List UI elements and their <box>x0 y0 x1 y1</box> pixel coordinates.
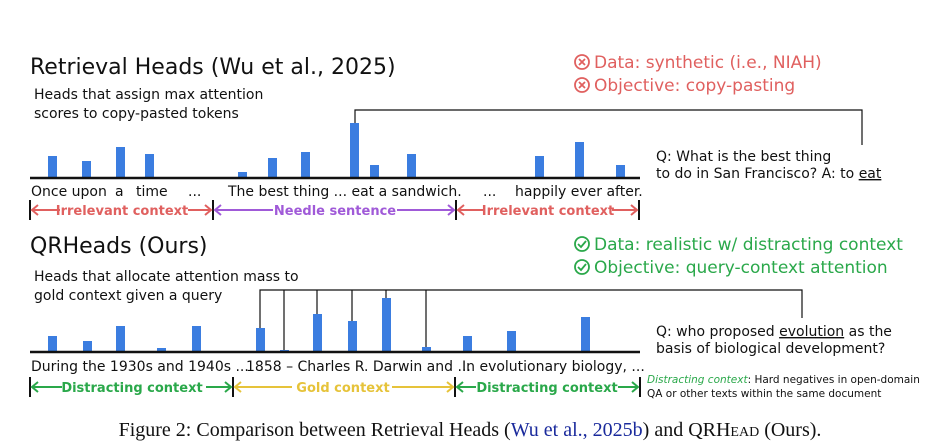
description: scores to copy-pasted tokens <box>34 106 239 122</box>
caption-text: Head <box>716 419 759 441</box>
note-text: : Hard negatives in open-domain <box>748 374 920 386</box>
token: a <box>115 184 124 200</box>
question: basis of biological development? <box>656 341 885 357</box>
question: as the <box>849 324 892 340</box>
citation[interactable]: Wu et al., 2025b <box>511 419 643 441</box>
attention-bars <box>48 123 625 178</box>
span-arrows <box>29 200 640 220</box>
token: time <box>136 184 168 200</box>
con: Objective: copy-pasting <box>594 76 795 96</box>
span-label: Gold context <box>296 381 389 396</box>
caption-text: Figure 2: Comparison between Retrieval H… <box>119 419 511 441</box>
panel-title: Retrieval Heads (Wu et al., 2025) <box>30 55 396 80</box>
note: QA or other texts within the same docume… <box>647 388 881 400</box>
span-label: Irrelevant context <box>482 204 615 219</box>
span-label: Distracting context <box>476 381 617 396</box>
connector <box>354 109 863 145</box>
span-arrows <box>29 377 641 397</box>
description: gold context given a query <box>34 288 222 304</box>
caption: Figure 2: Comparison between Retrieval H… <box>119 419 822 441</box>
token: ... <box>483 184 496 200</box>
caption-text: ) and QR <box>643 419 717 441</box>
token: In evolutionary biology, ... <box>462 359 645 375</box>
panel-title: QRHeads (Ours) <box>30 234 208 259</box>
question: Q: who proposed <box>656 324 775 340</box>
token: happily ever after. <box>515 184 643 200</box>
attention-bars <box>48 298 590 352</box>
description: Heads that allocate attention mass to <box>34 269 299 285</box>
question: Q: What is the best thing <box>656 149 831 165</box>
retrieval-heads-panel: Retrieval Heads (Wu et al., 2025) Heads … <box>29 53 882 220</box>
caption-text: (Ours). <box>759 419 821 441</box>
question: to do in San Francisco? A: to eat <box>656 166 882 182</box>
qrheads-panel: QRHeads (Ours) Heads that allocate atten… <box>29 234 920 400</box>
token: Once upon <box>31 184 107 200</box>
check-icon <box>574 236 590 275</box>
span-label: Distracting context <box>61 381 202 396</box>
pro: Data: realistic w/ distracting context <box>594 235 903 255</box>
note-term: Distracting context <box>647 374 748 386</box>
description: Heads that assign max attention <box>34 87 263 103</box>
question: Q: who proposed evolution as the <box>656 324 892 340</box>
note: Distracting context: Hard negatives in o… <box>647 374 920 386</box>
keyword: evolution <box>779 324 844 340</box>
pro: Objective: query-context attention <box>594 258 888 278</box>
token: 1858 – Charles R. Darwin and ... <box>246 359 471 375</box>
connector <box>259 289 803 350</box>
answer: eat <box>859 166 882 182</box>
span-label: Needle sentence <box>274 204 396 219</box>
token: The best thing ... eat a sandwich. <box>227 184 462 200</box>
question: to do in San Francisco? A: to <box>656 166 854 182</box>
token: ... <box>188 184 201 200</box>
cross-icon <box>574 54 590 93</box>
span-label: Irrelevant context <box>56 204 189 219</box>
token: During the 1930s and 1940s ... <box>31 359 249 375</box>
con: Data: synthetic (i.e., NIAH) <box>594 53 822 73</box>
